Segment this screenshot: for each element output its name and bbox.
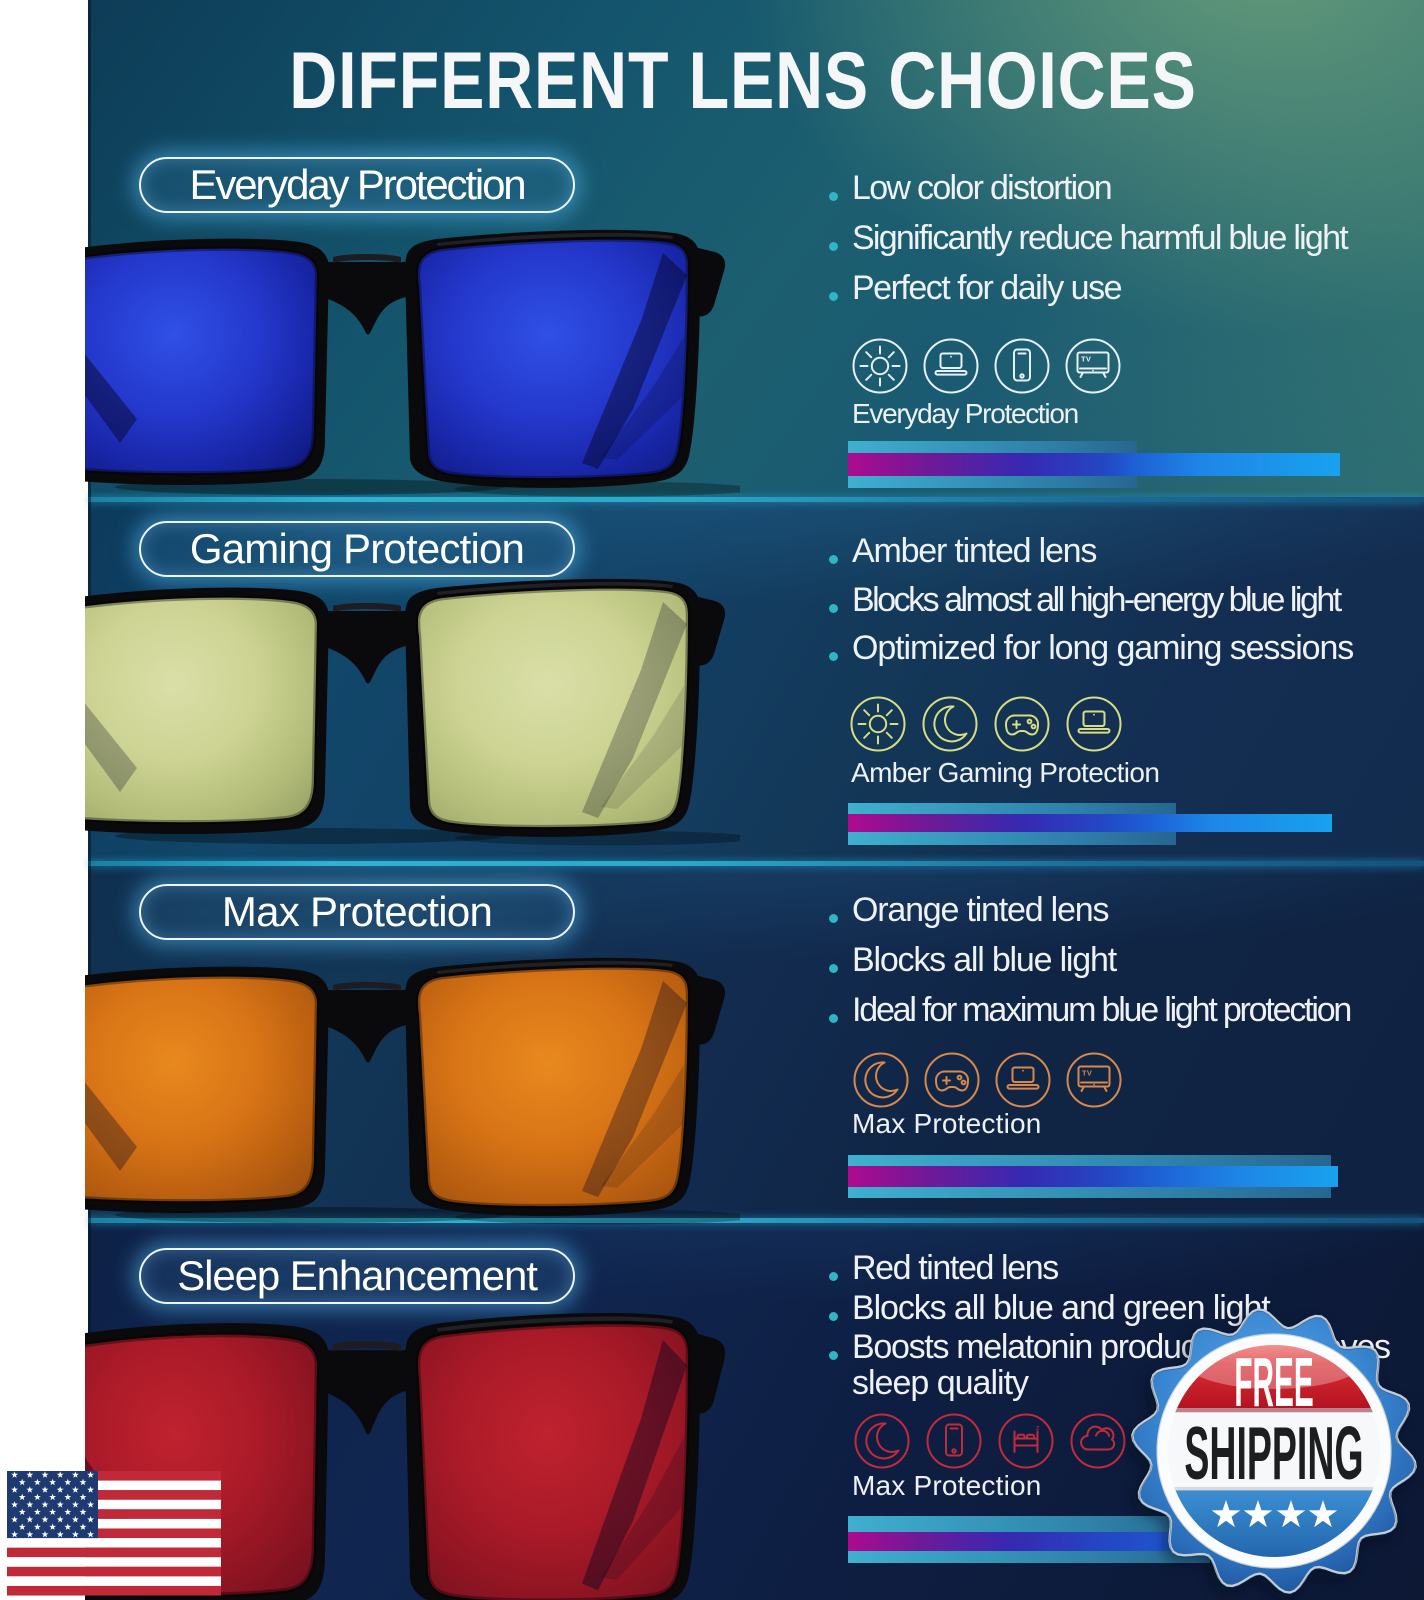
svg-text:FREE: FREE: [1234, 1344, 1313, 1422]
svg-text:z: z: [1036, 1425, 1040, 1432]
svg-text:TV: TV: [1081, 355, 1091, 364]
svg-text:TV: TV: [1082, 1069, 1092, 1078]
svg-text:SHIPPING: SHIPPING: [1184, 1411, 1363, 1496]
